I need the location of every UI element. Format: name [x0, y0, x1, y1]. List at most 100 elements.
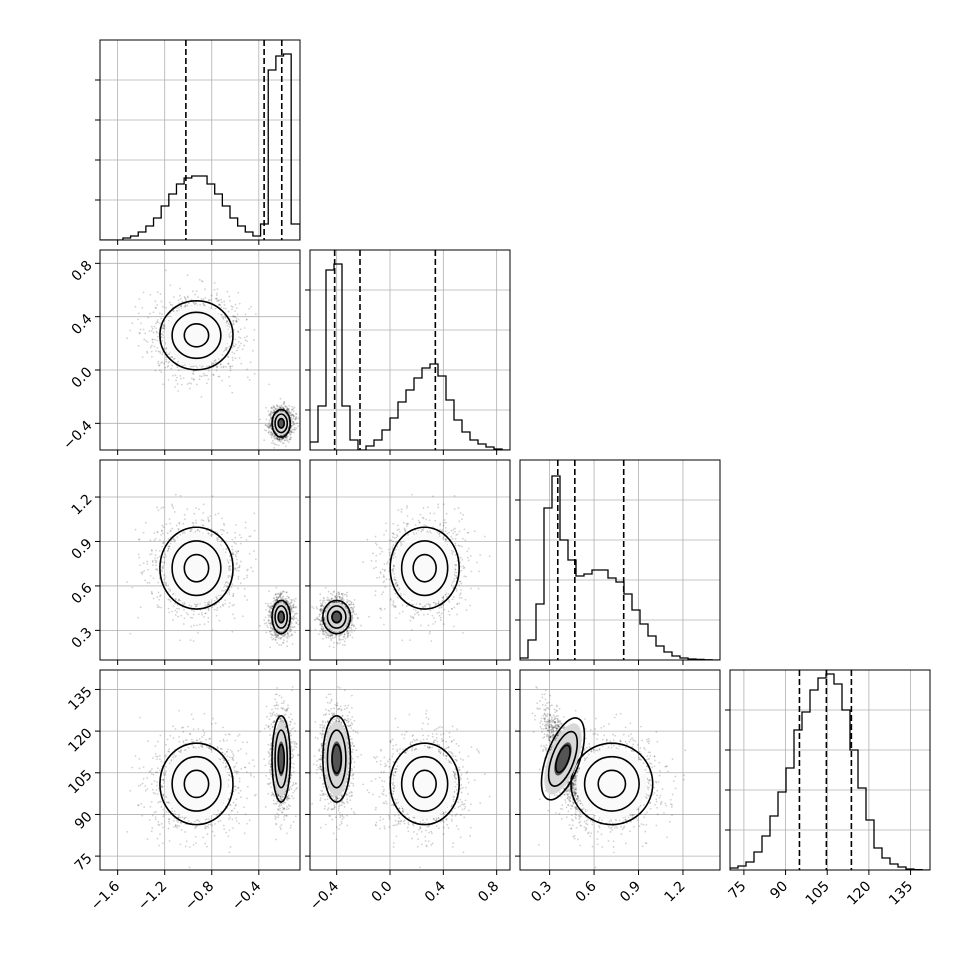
sample-point [232, 592, 235, 595]
sample-point [231, 308, 233, 311]
sample-point [270, 433, 273, 436]
sample-point [237, 331, 240, 333]
sample-point [223, 524, 226, 526]
sample-point [285, 591, 288, 594]
sample-point [285, 445, 287, 448]
sample-point [153, 539, 156, 542]
sample-point [213, 362, 215, 365]
sample-point [208, 365, 211, 367]
sample-point [277, 437, 279, 439]
sample-point [275, 437, 277, 440]
sample-point [283, 639, 285, 642]
sample-point [181, 300, 184, 303]
sample-point [288, 410, 291, 412]
sample-point [274, 407, 277, 410]
sample-point [212, 362, 214, 365]
sample-point [159, 350, 161, 353]
sample-point [234, 531, 236, 534]
sample-point [268, 616, 270, 618]
sample-point [173, 539, 176, 541]
sample-point [207, 299, 210, 302]
sample-point [161, 570, 163, 573]
sample-point [162, 324, 165, 327]
sample-point [271, 633, 273, 636]
sample-point [169, 589, 172, 592]
sample-point [181, 602, 184, 605]
sample-point [282, 402, 285, 405]
sample-point [231, 630, 234, 633]
sample-point [278, 595, 281, 598]
sample-point [156, 530, 159, 533]
sample-point [149, 574, 152, 577]
sample-point [236, 567, 239, 569]
sample-point [292, 626, 295, 629]
sample-point [197, 296, 199, 299]
sample-point [253, 339, 255, 341]
sample-point [288, 404, 291, 407]
sample-point [284, 436, 287, 439]
sample-point [224, 599, 227, 602]
sample-point [277, 636, 280, 638]
sample-point [182, 603, 185, 606]
sample-point [148, 582, 151, 584]
sample-point [144, 332, 147, 335]
sample-point [152, 338, 154, 341]
sample-point [232, 319, 235, 322]
sample-point [274, 593, 277, 596]
sample-point [164, 553, 167, 556]
sample-point [167, 353, 169, 356]
sample-point [193, 302, 196, 305]
sample-point [161, 545, 164, 548]
sample-point [162, 566, 165, 569]
sample-point [178, 607, 181, 610]
sample-point [195, 365, 197, 368]
sample-point [192, 640, 195, 643]
sample-point [177, 528, 180, 531]
sample-point [150, 350, 153, 353]
sample-point [162, 532, 164, 535]
sample-point [211, 606, 214, 609]
sample-point [288, 411, 291, 414]
sample-point [289, 623, 292, 626]
sample-point [189, 530, 192, 532]
sample-point [269, 425, 272, 427]
sample-point [182, 623, 185, 625]
sample-point [196, 366, 199, 369]
sample-point [134, 305, 137, 308]
sample-point [129, 632, 132, 635]
sample-point [253, 529, 256, 532]
sample-point [165, 584, 168, 586]
sample-point [282, 407, 285, 410]
sample-point [169, 284, 172, 287]
sample-point [208, 519, 210, 522]
sample-point [270, 431, 272, 434]
sample-point [291, 413, 294, 416]
sample-point [287, 408, 290, 411]
sample-point [271, 439, 274, 442]
sample-point [142, 328, 145, 331]
sample-point [142, 531, 145, 534]
sample-point [172, 537, 175, 540]
sample-point [226, 320, 229, 323]
sample-point [233, 352, 236, 355]
sample-point [172, 507, 175, 509]
sample-point [222, 603, 224, 606]
sample-point [268, 414, 271, 417]
sample-point [188, 604, 191, 607]
sample-point [281, 442, 284, 444]
sample-point [279, 595, 281, 598]
sample-point [154, 338, 156, 341]
sample-point [219, 304, 222, 307]
sample-point [290, 431, 293, 434]
sample-point [283, 401, 286, 404]
sample-point [240, 560, 242, 563]
sample-point [227, 574, 230, 577]
sample-point [217, 299, 220, 302]
sample-point [163, 336, 166, 339]
sample-point [157, 350, 160, 353]
sample-point [280, 438, 283, 441]
sample-point [271, 411, 274, 414]
sample-point [273, 446, 275, 449]
sample-point [151, 341, 154, 344]
sample-point [177, 599, 180, 602]
